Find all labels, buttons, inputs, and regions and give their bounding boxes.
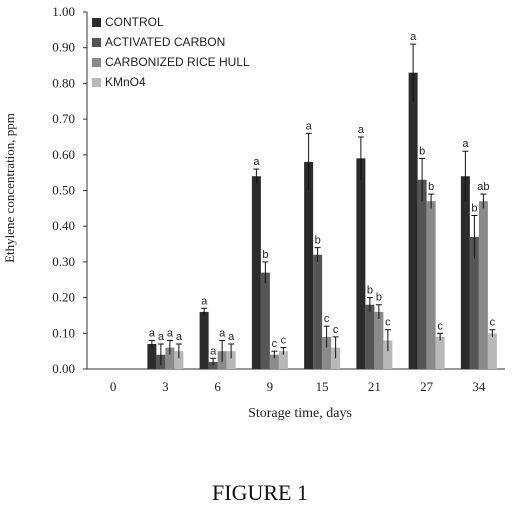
significance-label: c [490,317,496,329]
bar [147,344,157,369]
significance-label: b [471,202,477,214]
y-tick-label: 0.00 [52,361,75,376]
y-tick-label: 0.80 [52,75,75,90]
bar [226,351,236,369]
significance-label: b [419,145,425,157]
significance-label: ab [477,181,489,193]
x-tick-label: 3 [162,379,169,394]
y-tick-label: 0.60 [52,147,75,162]
bar [356,158,366,369]
significance-label: b [262,249,268,261]
significance-label: b [376,292,382,304]
bar [174,351,184,369]
legend-swatch [92,38,101,47]
legend-label: ACTIVATED CARBON [105,35,225,49]
y-tick-label: 0.90 [52,40,75,55]
bar [269,354,279,369]
legend-swatch [92,58,101,67]
significance-label: a [219,327,226,339]
x-tick-label: 27 [420,379,434,394]
significance-label: c [437,320,443,332]
legend-swatch [92,18,101,27]
significance-label: a [149,327,156,339]
x-axis-ticks: 0 3 6 9 15 21 27 34 [110,379,486,394]
bar [278,351,288,369]
y-tick-label: 0.10 [52,325,75,340]
x-tick-label: 9 [267,379,274,394]
significance-label: a [306,120,313,132]
significance-label: a [158,331,165,343]
bar [469,236,479,369]
x-tick-label: 15 [316,379,329,394]
bar [417,179,427,369]
significance-label: a [201,295,208,307]
legend: CONTROL ACTIVATED CARBON CARBONIZED RICE H… [92,15,250,89]
significance-label: a [358,124,365,136]
significance-label: a [410,31,417,43]
bar [260,272,270,369]
significance-label: c [281,335,287,347]
y-tick-label: 0.20 [52,290,75,305]
legend-swatch [92,78,101,87]
bar [426,201,436,369]
x-tick-label: 0 [110,379,117,394]
y-tick-label: 0.70 [52,111,75,126]
significance-label: a [228,331,235,343]
legend-label: KMnO4 [105,75,146,89]
bar [365,304,375,369]
significance-label: a [210,345,217,357]
bar [165,347,175,369]
significance-label: c [333,324,339,336]
y-tick-label: 1.00 [52,4,75,19]
y-axis-ticks: 0.00 0.10 0.20 0.30 0.40 0.50 0.60 0.70 0.80 0.90… [52,4,87,376]
bar [313,254,323,369]
significance-label: b [315,235,321,247]
bar [251,176,261,369]
bar [304,161,314,369]
y-tick-label: 0.30 [52,254,75,269]
bar [487,333,497,369]
legend-label: CARBONIZED RICE HULL [105,55,250,69]
significance-label: a [462,138,469,150]
x-tick-label: 34 [472,379,486,394]
significance-label: a [167,327,174,339]
bar [435,336,445,369]
significance-label: a [176,331,183,343]
significance-label: c [385,317,391,329]
significance-label: c [324,313,330,325]
figure-caption: FIGURE 1 [212,480,308,505]
y-axis-title: Ethylene concentration, ppm [2,113,17,263]
bar [322,336,332,369]
y-tick-label: 0.40 [52,218,75,233]
bar [199,311,209,369]
bar [478,201,488,369]
bar [383,340,393,369]
bar [374,311,384,369]
bar [408,72,418,369]
bar [460,176,470,369]
x-tick-label: 21 [368,379,381,394]
y-tick-label: 0.50 [52,183,75,198]
significance-label: b [428,181,434,193]
significance-label: c [272,338,278,350]
x-axis-title: Storage time, days [248,406,352,421]
bar-chart: 0.00 0.10 0.20 0.30 0.40 0.50 0.60 0.70 0.80 0.90… [2,4,505,421]
significance-label: a [253,156,260,168]
x-tick-label: 6 [214,379,221,394]
legend-label: CONTROL [105,15,164,29]
significance-label: b [367,285,373,297]
